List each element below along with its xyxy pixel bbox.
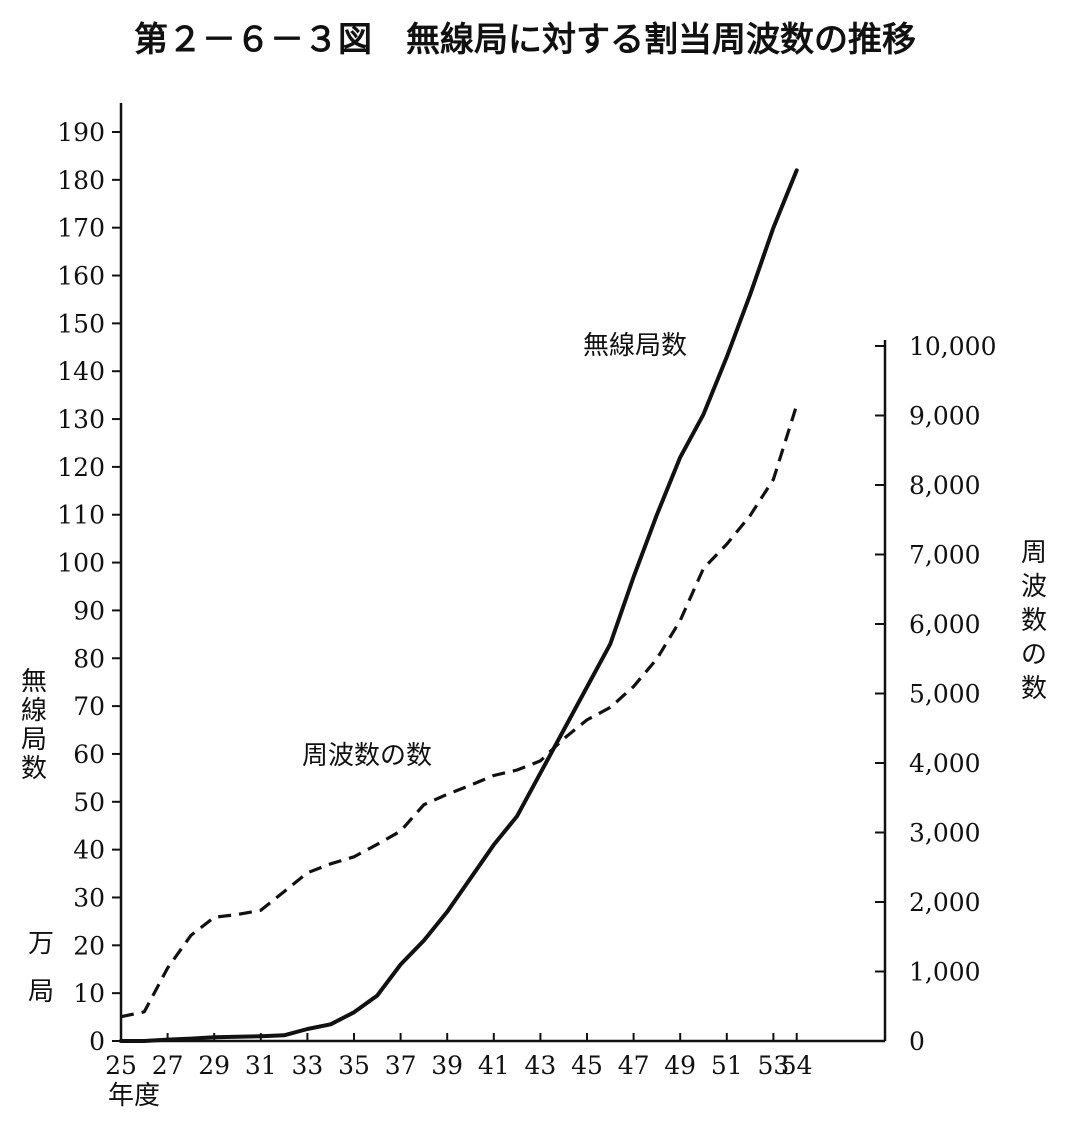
- left-tick-label: 190: [57, 118, 105, 147]
- right-tick-label: 10,000: [909, 332, 996, 361]
- right-tick-label: 2,000: [909, 888, 981, 917]
- left-axis-unit-char: 万: [28, 929, 54, 959]
- right-tick-label: 7,000: [909, 541, 981, 570]
- right-tick-label: 0: [909, 1027, 925, 1056]
- left-tick-label: 120: [57, 453, 105, 482]
- chart-title: 第２－６－３図 無線局に対する割当周波数の推移: [134, 20, 916, 60]
- x-axis-label: 年度: [108, 1081, 160, 1111]
- left-axis-label-char: 局: [21, 725, 47, 755]
- left-axis-label: 無線局数: [21, 667, 47, 784]
- x-tick-label: 54: [781, 1051, 813, 1080]
- left-tick-label: 180: [57, 166, 105, 195]
- x-tick-label: 31: [245, 1051, 277, 1080]
- series-line-musenkyoku: [119, 168, 799, 1043]
- right-axis-label-char: の: [1021, 640, 1047, 670]
- left-axis-unit-char: 局: [28, 977, 54, 1007]
- left-tick-label: 100: [57, 549, 105, 578]
- right-axis-label-char: 周: [1021, 538, 1047, 568]
- left-tick-label: 160: [57, 262, 105, 291]
- left-axis-label-char: 無: [21, 667, 47, 697]
- left-axis-label-char: 数: [21, 754, 47, 784]
- right-tick-label: 8,000: [909, 471, 981, 500]
- x-tick-label: 25: [105, 1051, 137, 1080]
- left-tick-label: 70: [73, 692, 105, 721]
- right-tick-label: 4,000: [909, 749, 981, 778]
- annotation-musenkyoku: 無線局数: [583, 331, 687, 361]
- right-tick-label: 6,000: [909, 610, 981, 639]
- left-axis-unit: 万局: [28, 929, 54, 1007]
- x-tick-label: 29: [198, 1051, 230, 1080]
- left-tick-label: 170: [57, 214, 105, 243]
- x-tick-label: 39: [431, 1051, 463, 1080]
- x-tick-label: 53: [757, 1051, 789, 1080]
- left-tick-label: 80: [73, 644, 105, 673]
- left-tick-label: 0: [89, 1027, 105, 1056]
- right-tick-label: 9,000: [909, 402, 981, 431]
- x-tick-label: 41: [478, 1051, 510, 1080]
- x-tick-label: 51: [711, 1051, 743, 1080]
- series-line-shuhasu: [120, 404, 799, 1019]
- x-tick-label: 43: [524, 1051, 556, 1080]
- x-tick-label: 47: [618, 1051, 650, 1080]
- left-tick-label: 140: [57, 357, 105, 386]
- x-tick-label: 49: [664, 1051, 696, 1080]
- right-axis-label: 周波数の数: [1021, 538, 1047, 704]
- left-tick-label: 20: [73, 931, 105, 960]
- left-tick-label: 90: [73, 596, 105, 625]
- left-tick-label: 40: [73, 836, 105, 865]
- right-axis-label-char: 数: [1021, 606, 1047, 636]
- left-tick-label: 150: [57, 309, 105, 338]
- x-tick-label: 37: [385, 1051, 417, 1080]
- x-tick-label: 35: [338, 1051, 370, 1080]
- right-axis-label-char: 数: [1021, 674, 1047, 704]
- x-tick-label: 33: [291, 1051, 323, 1080]
- right-tick-label: 5,000: [909, 680, 981, 709]
- left-tick-label: 10: [73, 979, 105, 1008]
- series-layer: [119, 168, 799, 1043]
- left-tick-label: 60: [73, 740, 105, 769]
- left-tick-label: 30: [73, 883, 105, 912]
- x-tick-label: 45: [571, 1051, 603, 1080]
- right-y-ticks: 0 1,000 2,000 3,000 4,000 5,000 6,000 7,000 8,00…: [875, 332, 996, 1056]
- left-axis-label-char: 線: [21, 696, 47, 726]
- left-y-ticks: 0 10 20 30 40 50 60 70 80 90 100 110 120 130 140 150 160…: [57, 118, 121, 1056]
- left-tick-label: 130: [57, 405, 105, 434]
- x-tick-label: 27: [152, 1051, 184, 1080]
- left-tick-label: 110: [57, 501, 105, 530]
- right-tick-label: 1,000: [909, 958, 981, 987]
- left-tick-label: 50: [73, 788, 105, 817]
- right-tick-label: 3,000: [909, 819, 981, 848]
- right-axis-label-char: 波: [1021, 572, 1047, 602]
- annotation-shuhasu: 周波数の数: [302, 741, 432, 771]
